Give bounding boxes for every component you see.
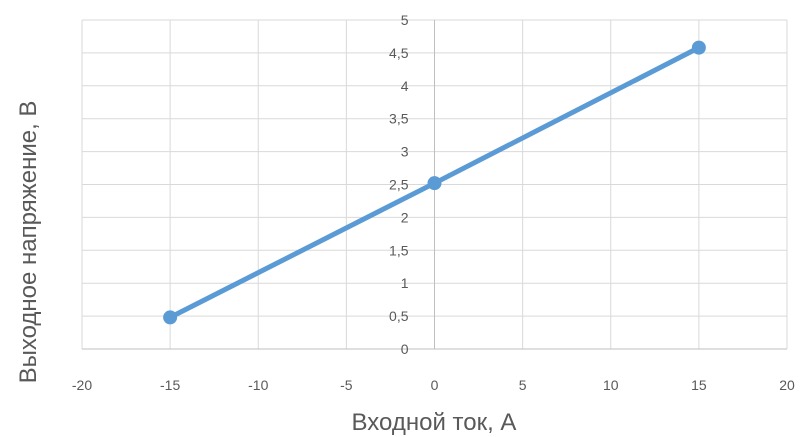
data-point [163,310,178,325]
data-point [691,40,706,55]
x-tick-label: 15 [691,377,707,393]
x-tick-label: 5 [519,377,527,393]
y-tick-label: 4,5 [389,45,409,61]
x-tick-label: 0 [431,377,439,393]
y-tick-label: 2 [401,209,409,225]
y-tick-label: 3,5 [389,111,409,127]
y-tick-label: 2,5 [389,177,409,193]
x-tick-label: -10 [248,377,268,393]
x-tick-label: 10 [603,377,619,393]
y-tick-label: 5 [401,12,409,28]
y-tick-label: 0,5 [389,308,409,324]
y-tick-label: 3 [401,144,409,160]
x-tick-label: -5 [340,377,353,393]
y-tick-label: 0 [401,341,409,357]
y-tick-label: 1 [401,275,409,291]
data-point [427,176,442,191]
x-axis-title: Входной ток, А [352,409,517,436]
series-layer [163,40,706,325]
y-tick-label: 4 [401,78,409,94]
x-tick-label: 20 [779,377,795,393]
x-tick-label: -15 [160,377,180,393]
tick-label-layer: -20 -15 -10 -5 0 5 10 15 20 0 0,5 1 1,5 2 2,5 3 3,5 4 4,5 5 [72,12,795,393]
y-tick-label: 1,5 [389,242,409,258]
y-axis-title: Выходное напряжение, В [15,101,42,384]
x-tick-label: -20 [72,377,92,393]
